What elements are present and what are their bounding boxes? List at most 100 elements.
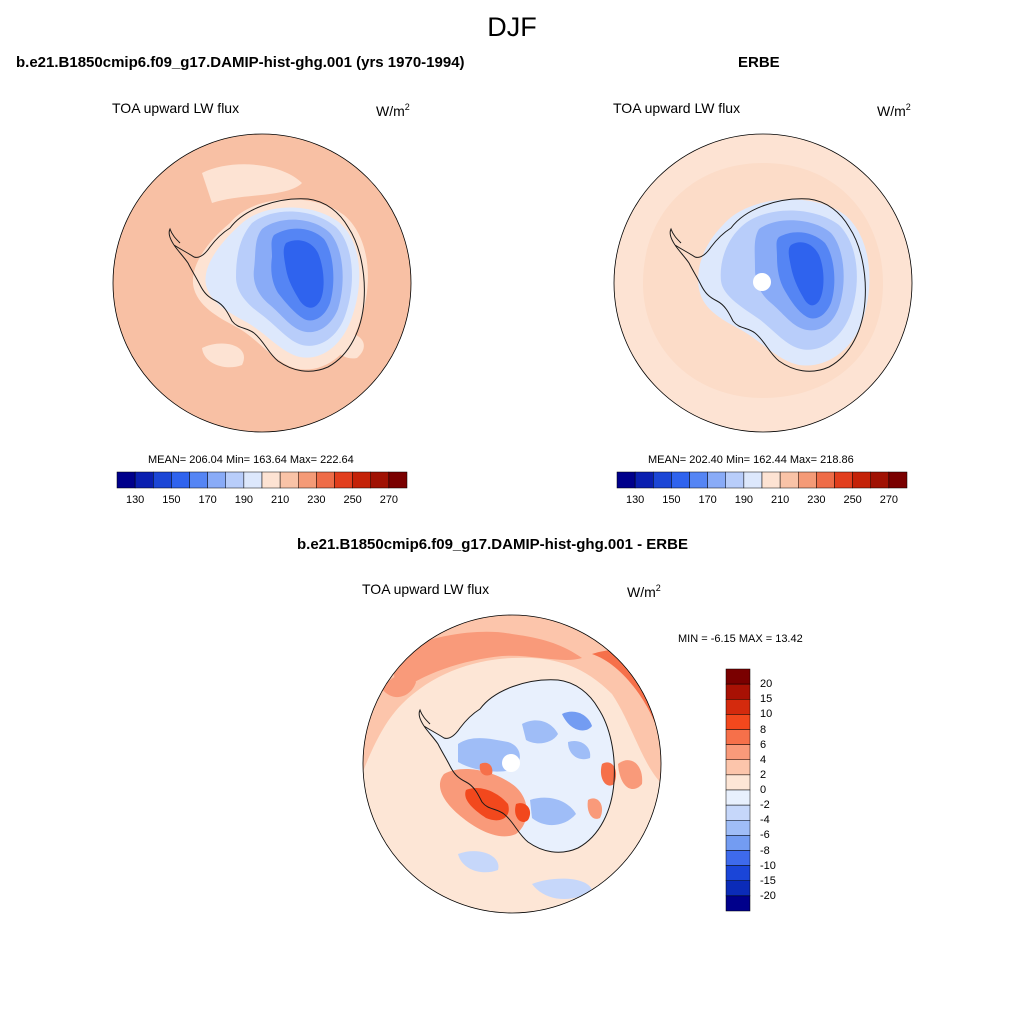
diff-colorbar-box <box>725 729 751 745</box>
model-colorbar-tick: 130 <box>125 494 145 506</box>
diff-polar-map <box>362 614 662 914</box>
model-colorbar-ticks: 130 150 170 190 210 230 250 270 <box>117 494 407 508</box>
model-colorbar-tick: 210 <box>270 494 290 506</box>
obs-colorbar-ticks: 130 150 170 190 210 230 250 270 <box>617 494 907 508</box>
antarctica-coastline <box>173 198 365 372</box>
model-variable-label: TOA upward LW flux <box>112 100 240 116</box>
model-colorbar-box <box>153 471 172 489</box>
warm-anomaly-patch <box>465 787 509 821</box>
obs-colorbar-box <box>743 471 763 489</box>
model-colorbar-tick: 250 <box>343 494 362 506</box>
model-colorbar-box <box>316 471 335 489</box>
obs-colorbar-box <box>707 471 726 489</box>
diff-minmax: MIN = -6.15 MAX = 13.42 <box>678 633 803 645</box>
diff-colorbar-tick: -6 <box>760 829 770 842</box>
obs-colorbar-tick: 150 <box>662 494 681 506</box>
cool-anomaly-patch <box>562 711 592 731</box>
obs-colorbar-box <box>725 471 745 489</box>
polar-missing-data-disk <box>753 273 771 291</box>
lighter-ocean-patch <box>202 164 302 203</box>
diff-colorbar-box <box>725 774 751 791</box>
obs-colorbar-box <box>888 471 908 489</box>
model-colorbar-tick: 270 <box>379 494 399 506</box>
diff-colorbar-tick: 15 <box>760 693 773 706</box>
diff-colorbar-tick: 6 <box>760 738 767 751</box>
diff-colorbar-box <box>725 714 751 730</box>
model-colorbar-box <box>225 471 245 489</box>
warm-anomaly-patch <box>600 762 617 786</box>
obs-colorbar-box <box>761 471 781 489</box>
polar-missing-data-disk <box>502 754 520 772</box>
obs-colorbar-box <box>689 471 708 489</box>
model-stats: MEAN= 206.04 Min= 163.64 Max= 222.64 <box>148 454 354 466</box>
obs-colorbar-box <box>852 471 871 489</box>
diff-colorbar-tick: 4 <box>760 753 767 766</box>
obs-colorbar-tick: 270 <box>879 494 899 506</box>
antarctic-peninsula <box>168 227 181 246</box>
model-colorbar-box <box>134 471 154 489</box>
diff-colorbar-box <box>725 759 751 776</box>
obs-colorbar-box <box>834 471 853 489</box>
cool-anomaly-patch <box>458 851 499 873</box>
model-colorbar-box <box>116 471 136 489</box>
diff-colorbar-ticks: 20 15 10 8 6 4 2 0 -2 -4 -6 -8 -10 -15 -20 <box>760 669 800 911</box>
model-colorbar-box <box>370 471 390 489</box>
obs-stats: MEAN= 202.40 Min= 162.44 Max= 218.86 <box>648 454 854 466</box>
diff-colorbar-box <box>725 835 751 851</box>
model-colorbar-box <box>189 471 208 489</box>
model-colorbar-box <box>243 471 263 489</box>
diff-units-label: W/m2 <box>627 583 661 600</box>
model-units-label: W/m2 <box>376 102 410 119</box>
obs-colorbar-box <box>870 471 890 489</box>
model-colorbar <box>116 471 408 489</box>
diff-colorbar-tick: -4 <box>760 814 770 827</box>
diff-colorbar-tick: 10 <box>760 708 773 721</box>
obs-panel-title: ERBE <box>738 54 780 71</box>
diff-colorbar-tick: 0 <box>760 784 767 796</box>
diff-colorbar-tick: -2 <box>760 799 770 812</box>
model-colorbar-box <box>388 471 408 489</box>
warm-anomaly-region <box>618 760 643 790</box>
model-colorbar-tick: 190 <box>234 494 254 506</box>
obs-colorbar-tick: 210 <box>770 494 790 506</box>
obs-colorbar-box <box>816 471 835 489</box>
model-colorbar-box <box>334 471 353 489</box>
antarctica-coastline <box>423 679 615 853</box>
diff-colorbar-box <box>725 804 751 821</box>
obs-colorbar <box>616 471 908 489</box>
warm-anomaly-region <box>392 631 582 694</box>
warm-anomaly-patch <box>479 762 493 776</box>
diff-colorbar-tick: 2 <box>760 768 767 781</box>
diff-colorbar-box <box>725 820 751 836</box>
diff-variable-label: TOA upward LW flux <box>362 581 490 597</box>
lighter-ocean-patch <box>202 343 244 368</box>
antarctic-core <box>788 242 824 306</box>
diff-colorbar-tick: -20 <box>760 889 776 902</box>
cool-anomaly-patch <box>522 720 558 744</box>
diff-colorbar-box <box>725 789 751 806</box>
model-colorbar-tick: 170 <box>198 494 217 506</box>
model-colorbar-box <box>298 471 317 489</box>
model-colorbar-tick: 230 <box>307 494 326 506</box>
cool-anomaly-patch <box>532 878 592 900</box>
antarctic-peninsula <box>418 708 431 727</box>
antarctic-core <box>283 240 324 308</box>
model-colorbar-box <box>171 471 190 489</box>
obs-units-label: W/m2 <box>877 102 911 119</box>
diff-colorbar-box <box>725 865 751 881</box>
model-polar-map <box>112 133 412 433</box>
diff-colorbar-box <box>725 880 751 897</box>
obs-colorbar-box <box>798 471 817 489</box>
diff-colorbar-tick: -15 <box>760 874 776 887</box>
model-colorbar-box <box>207 471 226 489</box>
diff-colorbar <box>725 668 751 912</box>
antarctic-peninsula <box>669 227 682 246</box>
diff-panel-title: b.e21.B1850cmip6.f09_g17.DAMIP-hist-ghg.… <box>297 536 688 553</box>
warm-anomaly-patch <box>515 803 531 823</box>
diff-colorbar-tick: 20 <box>760 678 773 691</box>
obs-colorbar-tick: 130 <box>625 494 645 506</box>
diff-colorbar-box <box>725 850 751 866</box>
antarctica-coastline <box>674 198 866 372</box>
obs-colorbar-box <box>671 471 690 489</box>
model-colorbar-box <box>279 471 299 489</box>
